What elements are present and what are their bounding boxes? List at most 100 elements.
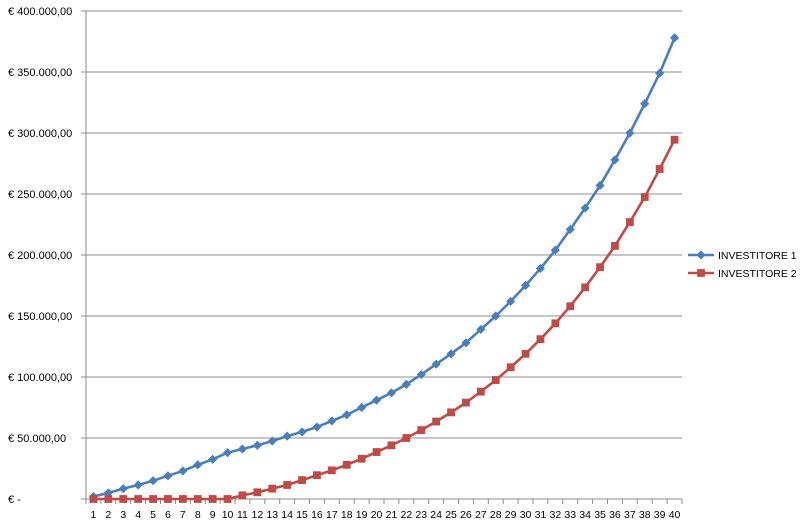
data-point [371,395,382,405]
data-point [267,436,277,446]
data-point [640,193,649,201]
x-tick-label: 14 [281,509,293,521]
data-point [446,349,456,359]
data-point [536,335,545,344]
legend-entry: INVESTITORE 1 [688,250,797,262]
y-axis: € - € 50.000,00 € 100.000,00 € 150.000,00 € … [8,6,87,506]
x-axis: 1 2 3 4 5 6 7 8 9 10 11 12 13 14 15 16 17 18 19 20 21 22 23 24 2… [85,498,683,521]
x-tick-label: 21 [386,509,398,521]
data-point [462,398,470,407]
x-tick-label: 12 [252,509,264,521]
x-tick-label: 23 [415,509,427,521]
data-point [669,33,680,43]
y-tick-label: € 300.000,00 [8,128,72,140]
x-tick-label: 32 [550,509,562,521]
x-tick-label: 27 [475,509,487,521]
series-1 [88,33,680,502]
data-point [655,165,664,173]
data-point [222,448,233,458]
data-point [520,280,531,291]
data-point [208,454,218,464]
data-point [580,203,590,213]
data-point [89,495,98,503]
x-tick-label: 11 [237,509,248,521]
legend: INVESTITORE 1 INVESTITORE 2 [688,250,797,280]
x-tick-label: 3 [120,509,126,521]
data-point [237,444,248,454]
y-tick-label: € 100.000,00 [8,372,72,384]
data-point [178,495,187,503]
x-tick-label: 40 [669,509,681,521]
data-point [268,484,277,493]
data-point [432,417,441,426]
x-tick-label: 18 [341,509,353,521]
y-tick-label: € 400.000,00 [8,6,72,18]
x-tick-label: 31 [535,509,547,521]
data-point [327,466,336,475]
data-point [476,324,486,334]
data-point [625,218,634,226]
data-point [118,484,128,494]
series-2 [89,135,679,503]
data-point [193,495,202,503]
data-point [551,319,560,328]
data-point [416,369,426,380]
data-point [223,495,232,503]
data-point [491,376,500,384]
legend-label: INVESTITORE 1 [718,250,797,262]
data-point [312,422,322,432]
series-layer [88,33,680,503]
data-point [565,224,575,234]
x-tick-label: 10 [222,509,234,521]
x-tick-label: 4 [135,509,141,521]
y-tick-label: € - [8,494,21,506]
x-tick-label: 30 [520,509,532,521]
y-tick-label: € 250.000,00 [8,189,72,201]
data-point [208,495,217,503]
data-point [252,440,262,450]
data-point [104,495,113,503]
data-point [535,263,546,273]
x-tick-label: 9 [210,509,216,521]
data-point [610,155,620,165]
legend-marker [697,269,705,277]
data-point [298,476,306,484]
data-point [253,488,262,497]
data-point [581,283,590,292]
data-point [387,441,396,450]
data-point [297,427,307,437]
data-point [283,481,292,489]
data-point [596,263,604,272]
data-point [313,471,321,480]
data-point [566,302,575,311]
data-point [178,466,188,476]
data-point [521,349,530,358]
x-tick-label: 6 [165,509,171,521]
series-line [92,138,676,501]
data-point [506,296,516,306]
x-tick-label: 13 [266,509,278,521]
data-point [134,495,143,503]
x-tick-label: 17 [326,509,338,521]
data-point [342,460,351,469]
data-point [431,359,441,369]
data-point [163,471,173,481]
gridlines [86,10,682,439]
data-point [655,68,665,78]
data-point [670,135,679,144]
data-point [327,416,337,426]
data-point [625,128,635,138]
legend-entry: INVESTITORE 2 [688,268,797,280]
data-point [148,476,158,486]
x-tick-label: 25 [445,509,457,521]
x-tick-label: 33 [564,509,576,521]
data-point [595,180,605,191]
data-point [357,402,367,413]
x-tick-label: 15 [296,509,308,521]
x-tick-label: 37 [624,509,636,521]
data-point [461,338,471,348]
data-point [164,495,172,503]
data-point [386,388,397,398]
x-tick-label: 28 [490,509,502,521]
